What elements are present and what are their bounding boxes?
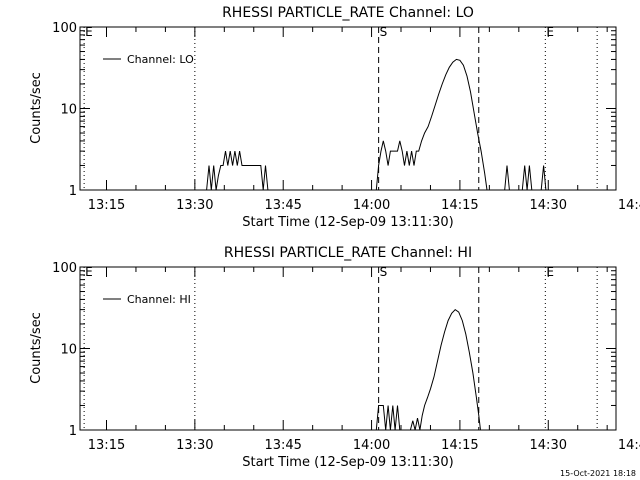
- hi-x-tick-label: 13:30: [176, 438, 213, 453]
- lo-panel-title: RHESSI PARTICLE_RATE Channel: LO: [222, 5, 474, 21]
- lo-x-tick-label: 13:30: [176, 198, 213, 213]
- lo-y-tick-label: 10: [60, 103, 77, 118]
- lo-panel-ylabel: Counts/sec: [29, 72, 44, 144]
- hi-x-tick-label: 13:45: [264, 438, 301, 453]
- hi-plot-frame: [79, 266, 617, 431]
- lo-x-tick-label: 14:15: [441, 198, 478, 213]
- lo-series-line: [375, 58, 488, 191]
- lo-series-line: [504, 165, 510, 191]
- hi-x-tick-label: 14:15: [441, 438, 478, 453]
- lo-legend-label: Channel: LO: [127, 53, 194, 66]
- hi-panel-title: RHESSI PARTICLE_RATE Channel: HI: [224, 245, 472, 261]
- lo-x-tick-label: 14:45: [618, 198, 640, 213]
- hi-y-tick-label: 100: [52, 261, 77, 276]
- hi-marker-label: S: [380, 265, 388, 279]
- lo-y-tick-label: 1: [69, 184, 77, 199]
- lo-x-tick-label: 13:45: [264, 198, 301, 213]
- hi-series-line: [375, 405, 403, 431]
- lo-marker-label: E: [546, 25, 554, 39]
- generation-timestamp: 15-Oct-2021 18:18: [560, 469, 636, 478]
- lo-panel-xlabel: Start Time (12-Sep-09 13:11:30): [242, 215, 453, 230]
- lo-x-tick-label: 13:15: [88, 198, 125, 213]
- lo-series-line: [521, 165, 533, 191]
- lo-series-line: [540, 165, 547, 191]
- lo-channel-panel: RHESSI PARTICLE_RATE Channel: LO Start T…: [29, 5, 640, 230]
- hi-marker-label: E: [85, 265, 93, 279]
- hi-series-line: [409, 308, 481, 431]
- hi-y-tick-label: 1: [69, 424, 77, 439]
- hi-x-tick-label: 14:45: [618, 438, 640, 453]
- hi-y-tick-label: 10: [60, 343, 77, 358]
- lo-marker-label: E: [85, 25, 93, 39]
- hi-x-tick-label: 14:00: [353, 438, 390, 453]
- hi-x-tick-label: 13:15: [88, 438, 125, 453]
- lo-plot-frame: [79, 26, 617, 191]
- lo-x-tick-label: 14:30: [530, 198, 567, 213]
- hi-channel-panel: RHESSI PARTICLE_RATE Channel: HI Start T…: [29, 245, 640, 470]
- hi-panel-xlabel: Start Time (12-Sep-09 13:11:30): [242, 455, 453, 470]
- lo-marker-label: S: [380, 25, 388, 39]
- hi-legend-label: Channel: HI: [127, 293, 191, 306]
- lo-x-tick-label: 14:00: [353, 198, 390, 213]
- hi-marker-label: E: [546, 265, 554, 279]
- hi-panel-ylabel: Counts/sec: [29, 312, 44, 384]
- lo-y-tick-label: 100: [52, 21, 77, 36]
- hi-x-tick-label: 14:30: [530, 438, 567, 453]
- lo-series-line: [206, 151, 269, 191]
